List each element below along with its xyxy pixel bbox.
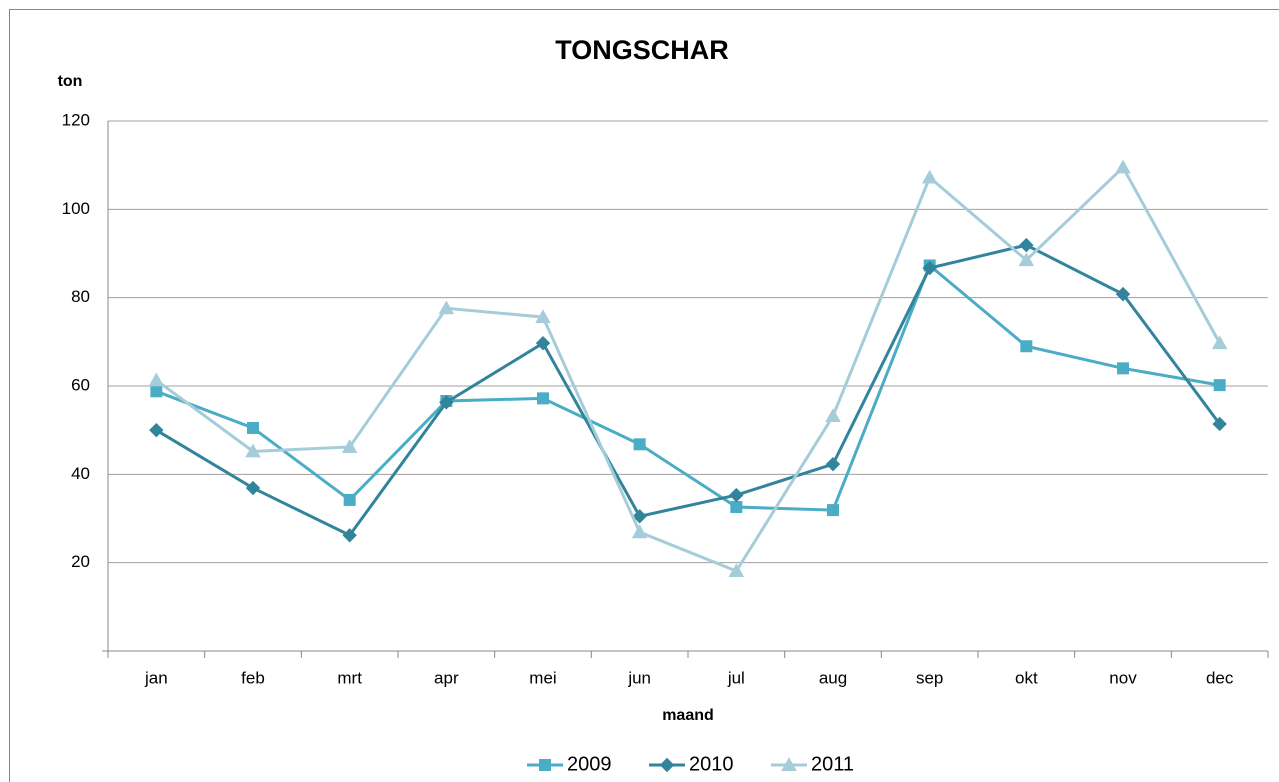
x-tick-label: jun — [627, 668, 651, 687]
data-point — [1211, 335, 1228, 350]
data-point — [535, 309, 551, 324]
data-point — [729, 487, 744, 503]
legend-label: 2010 — [689, 753, 734, 775]
chart-border — [9, 9, 1279, 782]
legend-label: 2009 — [567, 753, 612, 775]
data-point — [633, 438, 646, 451]
legend-label: 2011 — [811, 753, 854, 775]
x-tick-label: jul — [727, 668, 745, 687]
series-line — [155, 164, 1221, 573]
data-point — [342, 528, 357, 543]
data-point — [149, 422, 164, 438]
data-point — [341, 439, 358, 453]
data-point — [922, 260, 937, 276]
x-tick-label: mei — [529, 668, 556, 687]
data-point — [343, 493, 356, 506]
x-tick-label: dec — [1206, 668, 1234, 687]
data-point — [730, 501, 743, 514]
data-point — [825, 456, 841, 472]
y-tick-label: 60 — [71, 375, 90, 394]
data-point — [1019, 237, 1034, 253]
data-point — [439, 395, 454, 410]
legend-marker — [781, 757, 797, 771]
data-point — [1018, 252, 1035, 267]
x-tick-label: apr — [434, 668, 459, 687]
data-point — [1117, 362, 1129, 375]
data-point — [1115, 159, 1131, 174]
data-point — [148, 372, 165, 387]
data-point — [631, 524, 648, 539]
legend-marker — [539, 759, 551, 771]
y-tick-label: 120 — [62, 110, 90, 129]
data-point — [728, 563, 745, 578]
x-tick-label: feb — [241, 668, 265, 687]
y-tick-label: 80 — [71, 287, 90, 306]
data-point — [537, 392, 549, 405]
series-line — [155, 243, 1221, 538]
x-tick-label: nov — [1109, 668, 1137, 687]
x-tick-label: okt — [1015, 668, 1038, 687]
series-line — [155, 262, 1220, 512]
x-tick-label: jan — [144, 668, 168, 687]
chart-title: TONGSCHAR — [555, 35, 729, 65]
data-point — [245, 443, 261, 458]
x-tick-label: aug — [819, 668, 847, 687]
y-tick-label: 100 — [62, 199, 90, 218]
data-point — [632, 509, 647, 524]
x-tick-label: sep — [916, 668, 943, 687]
data-point — [1212, 416, 1227, 432]
data-point — [921, 169, 938, 184]
data-point — [1115, 286, 1131, 302]
data-point — [245, 480, 261, 496]
y-tick-label: 20 — [71, 552, 90, 571]
data-point — [1020, 340, 1033, 353]
data-point — [827, 504, 839, 517]
y-axis-label: ton — [58, 73, 83, 90]
data-point — [535, 335, 551, 351]
x-tick-label: mrt — [337, 668, 362, 687]
data-point — [825, 408, 841, 423]
data-point — [247, 421, 259, 434]
x-axis-label: maand — [662, 707, 714, 724]
data-point — [150, 385, 163, 398]
y-tick-label: 40 — [71, 464, 90, 483]
data-point — [438, 300, 455, 315]
data-point — [1213, 379, 1226, 392]
legend-marker — [659, 757, 675, 773]
